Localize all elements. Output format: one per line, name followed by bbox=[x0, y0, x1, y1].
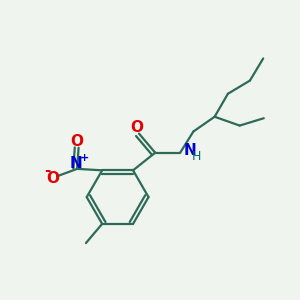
Text: H: H bbox=[192, 150, 201, 163]
Text: -: - bbox=[44, 163, 51, 178]
Text: O: O bbox=[130, 120, 143, 135]
Text: O: O bbox=[70, 134, 84, 149]
Text: N: N bbox=[184, 143, 196, 158]
Text: N: N bbox=[69, 156, 82, 171]
Text: O: O bbox=[46, 171, 59, 186]
Text: +: + bbox=[80, 153, 89, 163]
